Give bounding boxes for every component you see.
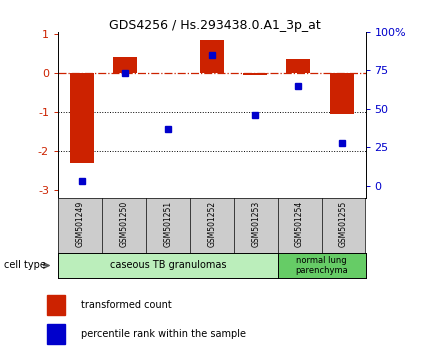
Bar [200,40,224,73]
Text: GSM501253: GSM501253 [251,201,260,247]
Text: cell type: cell type [4,261,46,270]
Bar [286,59,310,73]
Text: GSM501252: GSM501252 [207,201,216,247]
Text: caseous TB granulomas: caseous TB granulomas [110,261,226,270]
Bar [47,295,65,314]
Text: GSM501255: GSM501255 [339,201,348,247]
Text: GSM501250: GSM501250 [120,201,129,247]
Text: GSM501249: GSM501249 [76,201,85,247]
Text: GSM501254: GSM501254 [295,201,304,247]
Bar [330,73,353,114]
Bar [243,73,267,75]
Text: normal lung
parenchyma: normal lung parenchyma [295,256,348,275]
Bar [113,57,137,73]
Text: GDS4256 / Hs.293438.0.A1_3p_at: GDS4256 / Hs.293438.0.A1_3p_at [109,19,321,33]
Text: transformed count: transformed count [81,299,172,310]
Text: percentile rank within the sample: percentile rank within the sample [81,329,246,339]
Text: GSM501251: GSM501251 [163,201,172,247]
Bar [47,324,65,344]
Bar [70,73,94,163]
